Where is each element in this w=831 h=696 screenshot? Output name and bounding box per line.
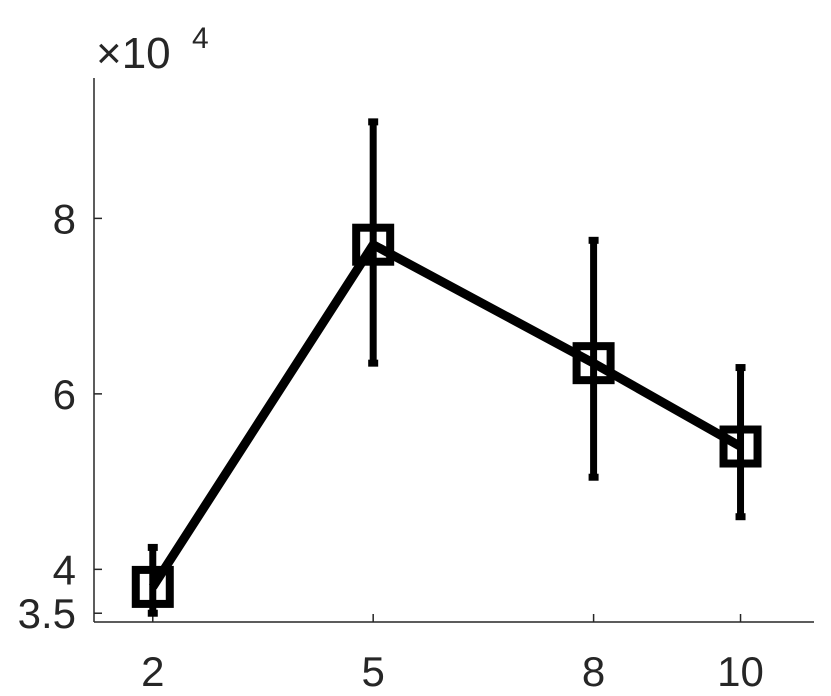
y-exponent-label: ×10 4 — [96, 22, 209, 78]
y-exponent-base: ×10 — [96, 29, 171, 78]
y-tick-label: 8 — [53, 195, 76, 242]
x-ticks: 2 5 8 10 — [141, 614, 764, 695]
x-tick-label: 5 — [362, 648, 385, 695]
y-tick-label: 3.5 — [18, 590, 76, 637]
y-tick-label: 6 — [53, 371, 76, 418]
x-tick-label: 2 — [141, 648, 164, 695]
data-point-marker — [131, 565, 174, 608]
data-point-marker — [719, 425, 762, 468]
y-exponent-power: 4 — [192, 22, 209, 55]
data-point-marker — [352, 223, 395, 266]
x-tick-label: 8 — [582, 648, 605, 695]
y-tick-label: 4 — [53, 546, 76, 593]
axes — [93, 78, 814, 623]
data-point-marker — [572, 342, 615, 385]
x-tick-label: 10 — [717, 648, 764, 695]
y-ticks: 3.54 6 8 — [18, 195, 102, 637]
series-group — [131, 118, 762, 617]
series-line — [148, 238, 743, 590]
